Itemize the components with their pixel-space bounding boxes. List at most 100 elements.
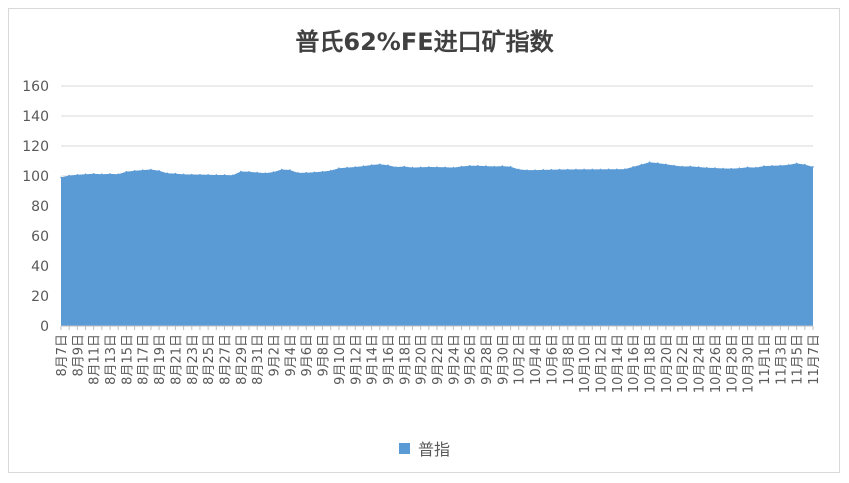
data-point xyxy=(607,168,610,171)
data-point xyxy=(313,171,316,174)
data-point xyxy=(738,167,741,169)
x-tick-label: 11月1日 xyxy=(758,334,773,385)
x-tick-label: 9月10日 xyxy=(333,334,348,385)
x-tick-label: 9月8日 xyxy=(317,334,332,377)
x-tick-label: 10月16日 xyxy=(627,334,642,393)
data-point xyxy=(231,174,234,177)
data-point xyxy=(166,172,169,175)
x-tick-label: 10月14日 xyxy=(611,334,626,393)
data-point xyxy=(730,167,733,170)
data-point xyxy=(125,170,128,173)
data-point xyxy=(321,170,324,173)
data-point xyxy=(182,173,185,176)
data-point xyxy=(378,163,381,166)
x-tick-label: 8月19日 xyxy=(153,334,168,385)
data-point xyxy=(754,166,757,169)
data-point xyxy=(493,165,496,168)
data-point xyxy=(526,169,528,171)
x-tick-label: 10月18日 xyxy=(644,334,659,393)
data-point xyxy=(566,168,569,171)
data-point xyxy=(714,167,716,169)
x-tick-label: 9月30日 xyxy=(496,334,511,385)
data-point xyxy=(207,174,209,176)
x-tick-label: 10月20日 xyxy=(660,334,675,393)
data-point xyxy=(460,165,463,168)
data-point xyxy=(632,166,634,168)
data-point xyxy=(60,176,62,179)
data-point xyxy=(673,164,675,167)
data-point xyxy=(174,172,177,175)
x-tick-label: 8月21日 xyxy=(169,334,184,385)
x-tick-label: 8月31日 xyxy=(251,334,266,385)
x-tick-label: 9月16日 xyxy=(382,334,397,385)
x-tick-label: 9月2日 xyxy=(268,334,283,377)
data-point xyxy=(517,168,520,171)
data-point xyxy=(697,166,700,168)
x-tick-label: 10月4日 xyxy=(529,334,544,385)
data-point xyxy=(338,167,340,169)
x-tick-label: 10月28日 xyxy=(725,334,740,393)
data-point xyxy=(640,163,643,166)
x-tick-label: 10月22日 xyxy=(676,334,691,393)
data-point xyxy=(583,168,585,171)
data-point xyxy=(452,166,455,169)
data-point xyxy=(665,163,667,166)
data-point xyxy=(787,164,790,166)
data-point xyxy=(289,169,291,171)
data-point xyxy=(436,166,438,168)
data-point xyxy=(550,168,553,171)
data-point xyxy=(534,169,536,171)
data-point xyxy=(158,169,160,172)
chart-title: 普氏62%FE进口矿指数 xyxy=(295,28,554,56)
data-point xyxy=(109,173,111,175)
x-tick-label: 8月25日 xyxy=(202,334,217,385)
x-axis-ticks: 8月7日 8月9日 8月11日 8月13日 8月15日 8月17日 8月19日 8月21日 8月… xyxy=(55,325,822,393)
data-point xyxy=(370,164,373,166)
x-tick-label: 8月11日 xyxy=(88,334,103,385)
x-tick-label: 10月24日 xyxy=(693,334,708,393)
data-point xyxy=(771,165,773,167)
x-tick-label: 10月8日 xyxy=(562,334,577,385)
data-point xyxy=(403,165,406,168)
data-point xyxy=(346,166,348,169)
data-point xyxy=(616,168,618,171)
data-point xyxy=(689,165,692,168)
data-point xyxy=(248,171,250,173)
x-tick-label: 9月12日 xyxy=(349,334,364,385)
data-point xyxy=(264,172,267,174)
x-tick-label: 10月30日 xyxy=(742,334,757,393)
data-point xyxy=(591,168,594,171)
x-tick-label: 9月14日 xyxy=(366,334,381,385)
data-point xyxy=(428,166,430,168)
data-point xyxy=(305,171,308,174)
x-tick-label: 9月6日 xyxy=(300,334,315,377)
data-point xyxy=(501,165,504,167)
legend: 普指 xyxy=(0,436,849,460)
x-tick-label: 11月3日 xyxy=(774,334,789,385)
x-tick-label: 8月7日 xyxy=(55,334,70,377)
data-point xyxy=(485,165,487,167)
x-tick-label: 9月22日 xyxy=(431,334,446,385)
x-tick-label: 8月15日 xyxy=(120,334,135,385)
data-point xyxy=(150,168,152,171)
data-point xyxy=(395,166,397,168)
x-tick-label: 8月9日 xyxy=(71,334,86,377)
x-tick-label: 9月4日 xyxy=(284,334,299,377)
data-point xyxy=(117,173,120,175)
x-tick-label: 9月18日 xyxy=(398,334,413,385)
data-point xyxy=(256,171,258,174)
data-point xyxy=(387,164,389,166)
data-point xyxy=(329,169,332,172)
data-point xyxy=(354,166,357,168)
data-point xyxy=(411,166,414,169)
data-point xyxy=(812,166,814,168)
data-point xyxy=(779,164,782,167)
y-tick-label: 40 xyxy=(31,259,49,275)
x-tick-label: 8月13日 xyxy=(104,334,119,385)
y-tick-label: 160 xyxy=(22,79,49,95)
data-point xyxy=(419,166,422,169)
y-axis-ticks: 0 20 40 60 80 100 120 140 160 xyxy=(22,79,49,335)
y-tick-label: 100 xyxy=(22,169,49,185)
data-point xyxy=(280,168,283,171)
